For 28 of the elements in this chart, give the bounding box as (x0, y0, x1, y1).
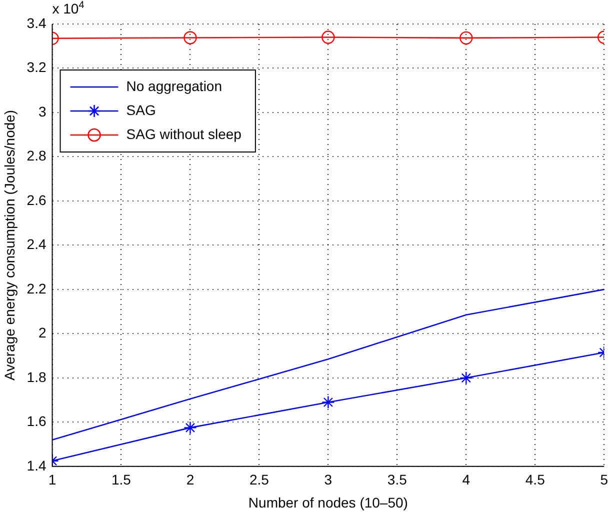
y-tick-label: 1.6 (26, 413, 46, 430)
y-tick-label: 2.2 (26, 280, 46, 296)
point (322, 396, 335, 409)
x-tick-label: 3 (324, 472, 332, 488)
y-axis-title: Average energy consumption (Joules/node) (1, 110, 18, 380)
y-tick-label: 3.2 (26, 59, 46, 76)
legend-label: No aggregation (126, 78, 222, 94)
y-tick-label: 2 (38, 324, 46, 341)
x-tick-label: 4 (462, 472, 470, 488)
y-tick-label: 2.6 (26, 192, 46, 208)
y-tick-label: 2.4 (26, 236, 46, 252)
x-tick-label: 4.5 (525, 472, 546, 488)
y-tick-label: 3 (38, 103, 46, 120)
y-tick-label: 1.4 (26, 457, 46, 474)
x-tick-label: 5 (600, 472, 608, 488)
x-tick-label: 2 (186, 472, 194, 488)
y-tick-label: 1.8 (26, 368, 46, 385)
x-tick-label: 1 (48, 472, 56, 488)
x-axis-title: Number of nodes (10–50) (248, 494, 408, 510)
text: x 10$^{4}$ (52, 0, 84, 17)
legend-label: SAG (126, 102, 156, 118)
x-tick-label: 3.5 (387, 472, 408, 488)
x-tick-label: 1.5 (112, 472, 132, 488)
point (322, 30, 335, 44)
y-tick-label: 3.4 (26, 14, 46, 31)
x-tick-label: 2.5 (249, 472, 270, 488)
legend-label: SAG without sleep (126, 126, 242, 142)
y-tick-label: 2.8 (26, 148, 46, 164)
